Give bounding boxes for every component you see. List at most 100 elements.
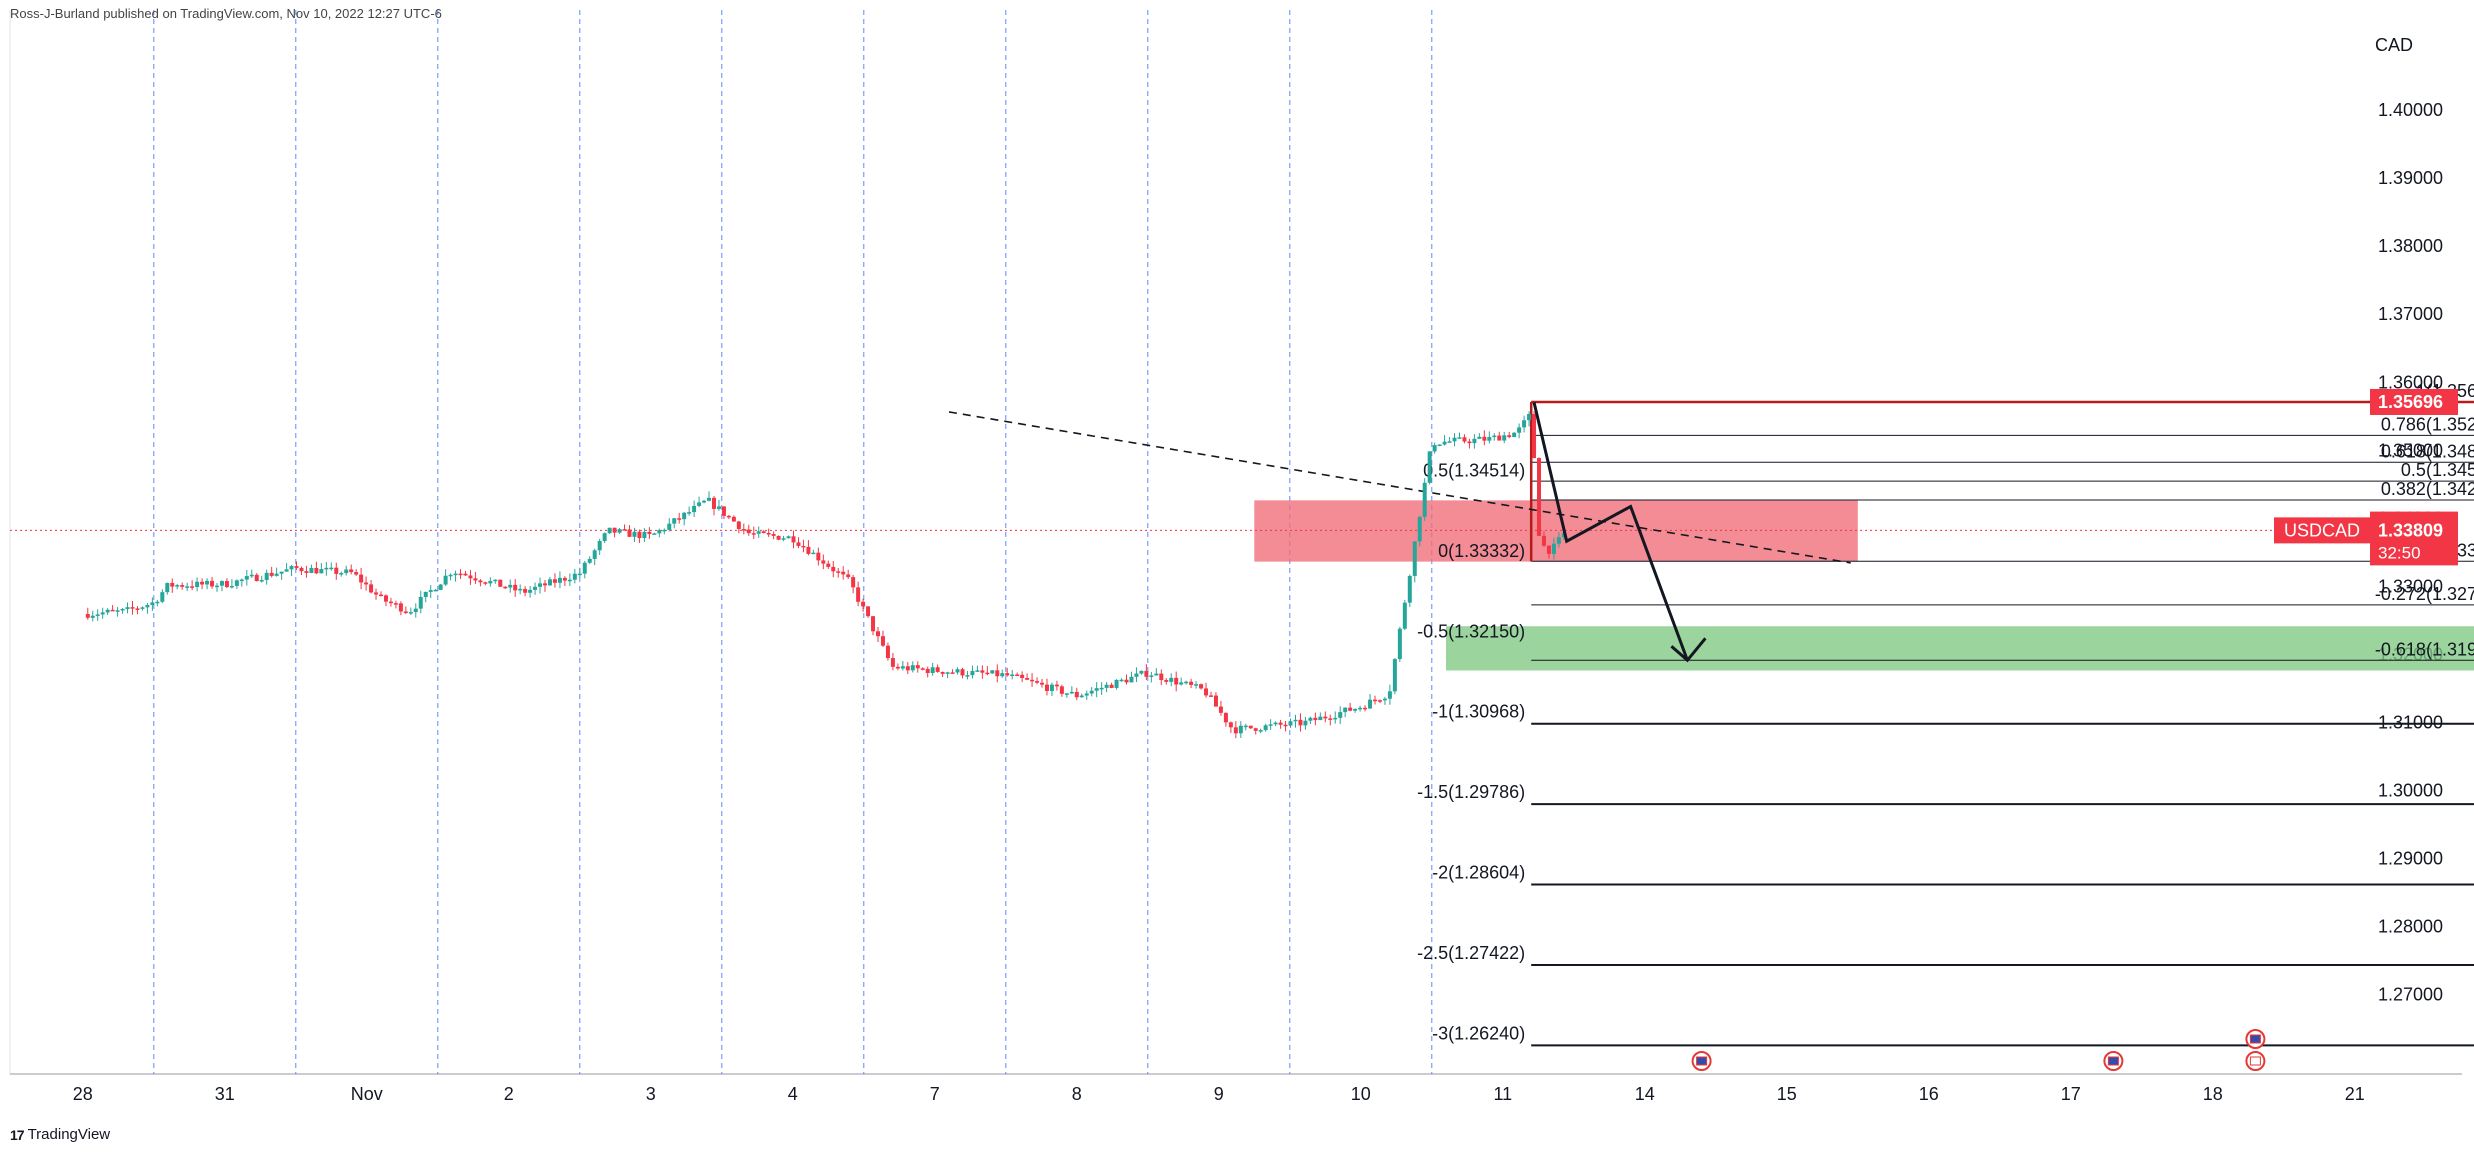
fib-retracement-label: 0.5(1.34533) bbox=[2401, 460, 2474, 480]
candle-body bbox=[572, 573, 577, 580]
candle-body bbox=[880, 636, 885, 646]
candle-body bbox=[1000, 673, 1005, 677]
candle-body bbox=[741, 529, 746, 531]
candle-body bbox=[801, 545, 806, 548]
fib-retracement-label: 0.618(1.34810) bbox=[2381, 441, 2474, 461]
candles-group bbox=[85, 411, 1566, 739]
candle-body bbox=[721, 506, 726, 516]
time-tick-label: 2 bbox=[504, 1084, 514, 1104]
candle-body bbox=[398, 603, 403, 612]
candle-body bbox=[1233, 727, 1238, 734]
candle-body bbox=[1079, 695, 1084, 698]
fib-retracement-label: -0.272(1.32714) bbox=[2375, 584, 2474, 604]
candle-body bbox=[1109, 684, 1114, 688]
candle-body bbox=[1074, 691, 1079, 698]
candle-body bbox=[985, 672, 990, 675]
price-tick-label: 1.35000 bbox=[2378, 440, 2443, 460]
candle-body bbox=[1238, 725, 1243, 734]
candle-body bbox=[726, 515, 731, 518]
candle-body bbox=[920, 668, 925, 670]
candle-body bbox=[627, 529, 632, 537]
candle-body bbox=[1427, 451, 1432, 483]
price-tick-label: 1.31000 bbox=[2378, 713, 2443, 733]
candle-body bbox=[1228, 722, 1233, 728]
candle-body bbox=[269, 572, 274, 576]
candle-body bbox=[1059, 686, 1064, 694]
time-tick-label: 9 bbox=[1214, 1084, 1224, 1104]
candle-body bbox=[885, 645, 890, 659]
candle-body bbox=[160, 592, 165, 602]
candle-body bbox=[1174, 677, 1179, 685]
candle-body bbox=[1541, 535, 1546, 546]
candle-body bbox=[1278, 722, 1283, 725]
candle-body bbox=[1005, 673, 1010, 676]
candle-body bbox=[597, 541, 602, 551]
candle-body bbox=[1452, 437, 1457, 442]
candle-body bbox=[1422, 482, 1427, 517]
candle-body bbox=[244, 576, 249, 580]
candle-body bbox=[170, 582, 175, 587]
candle-body bbox=[895, 666, 900, 669]
candle-body bbox=[1437, 444, 1442, 446]
us-flag-icon-glyph bbox=[2249, 1034, 2261, 1044]
candle-body bbox=[1333, 717, 1338, 720]
candle-body bbox=[1512, 432, 1517, 438]
projection-arrowhead bbox=[1670, 637, 1707, 663]
candle-body bbox=[304, 571, 309, 573]
candle-body bbox=[1020, 674, 1025, 679]
candle-body bbox=[195, 581, 200, 588]
publisher-attribution: Ross-J-Burland published on TradingView.… bbox=[10, 6, 442, 21]
candle-body bbox=[1546, 545, 1551, 554]
candle-body bbox=[294, 566, 299, 568]
candle-body bbox=[791, 536, 796, 543]
candle-body bbox=[1363, 707, 1368, 710]
candle-body bbox=[632, 531, 637, 537]
time-tick-label: 10 bbox=[1351, 1084, 1371, 1104]
candle-body bbox=[851, 577, 856, 588]
candle-body bbox=[980, 670, 985, 673]
candle-body bbox=[413, 608, 418, 613]
candle-body bbox=[1099, 687, 1104, 690]
candle-body bbox=[1243, 725, 1248, 728]
candle-body bbox=[1412, 541, 1417, 576]
fib-retracement-label: -0.618(1.31900) bbox=[2375, 639, 2474, 659]
candle-body bbox=[677, 518, 682, 520]
candle-body bbox=[249, 574, 254, 577]
candle-body bbox=[344, 569, 349, 574]
tradingview-footer[interactable]: 17 TradingView bbox=[10, 1126, 110, 1143]
time-tick-label: 15 bbox=[1777, 1084, 1797, 1104]
candle-body bbox=[617, 529, 622, 533]
candle-body bbox=[120, 608, 125, 611]
price-tick-label: 1.36000 bbox=[2378, 372, 2443, 392]
candle-body bbox=[210, 580, 215, 587]
candle-body bbox=[821, 560, 826, 564]
candle-body bbox=[702, 500, 707, 503]
candle-body bbox=[1134, 673, 1139, 677]
candle-body bbox=[667, 523, 672, 530]
candle-body bbox=[299, 567, 304, 572]
candle-body bbox=[259, 579, 264, 582]
candle-body bbox=[1049, 684, 1054, 691]
candle-body bbox=[224, 581, 229, 588]
fib-extension-label: -1(1.30968) bbox=[1432, 702, 1525, 722]
candle-body bbox=[155, 601, 160, 604]
candle-body bbox=[388, 601, 393, 604]
fib-retracement-label: 0.382(1.34255) bbox=[2381, 479, 2474, 499]
candle-body bbox=[736, 521, 741, 530]
candle-body bbox=[861, 601, 866, 607]
candle-body bbox=[1392, 659, 1397, 692]
price-tick-label: 1.30000 bbox=[2378, 781, 2443, 801]
candle-body bbox=[264, 572, 269, 580]
candle-body bbox=[279, 571, 284, 574]
candle-body bbox=[1213, 695, 1218, 707]
time-tick-label: 28 bbox=[73, 1084, 93, 1104]
candle-body bbox=[214, 585, 219, 588]
candle-body bbox=[1159, 673, 1164, 681]
candle-body bbox=[1253, 728, 1258, 731]
candle-body bbox=[816, 552, 821, 561]
candle-body bbox=[1189, 681, 1194, 685]
fib-extension-label: -1.5(1.29786) bbox=[1417, 782, 1525, 802]
candle-body bbox=[1124, 679, 1129, 683]
candle-body bbox=[567, 579, 572, 582]
